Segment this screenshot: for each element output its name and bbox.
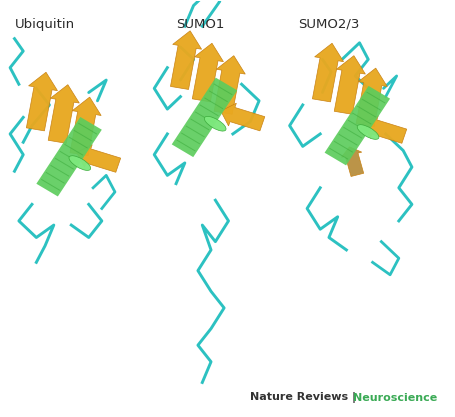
Text: Neuroscience: Neuroscience xyxy=(353,393,437,403)
Polygon shape xyxy=(356,68,387,127)
Polygon shape xyxy=(342,147,364,176)
Text: SUMO1: SUMO1 xyxy=(176,18,224,31)
Polygon shape xyxy=(324,86,390,166)
Polygon shape xyxy=(172,78,237,157)
Polygon shape xyxy=(26,72,57,131)
Polygon shape xyxy=(36,117,102,196)
Polygon shape xyxy=(70,97,101,156)
Polygon shape xyxy=(171,31,202,89)
Polygon shape xyxy=(214,56,245,114)
Text: Nature Reviews |: Nature Reviews | xyxy=(250,392,360,403)
Polygon shape xyxy=(48,85,79,143)
Ellipse shape xyxy=(357,125,379,139)
Text: Ubiquitin: Ubiquitin xyxy=(15,18,75,31)
Polygon shape xyxy=(221,103,265,131)
Ellipse shape xyxy=(69,156,91,171)
Polygon shape xyxy=(192,43,223,102)
Polygon shape xyxy=(334,56,365,114)
Polygon shape xyxy=(313,43,344,102)
Text: SUMO2/3: SUMO2/3 xyxy=(298,18,360,31)
Polygon shape xyxy=(77,145,121,172)
Ellipse shape xyxy=(204,116,226,131)
Polygon shape xyxy=(363,116,407,143)
